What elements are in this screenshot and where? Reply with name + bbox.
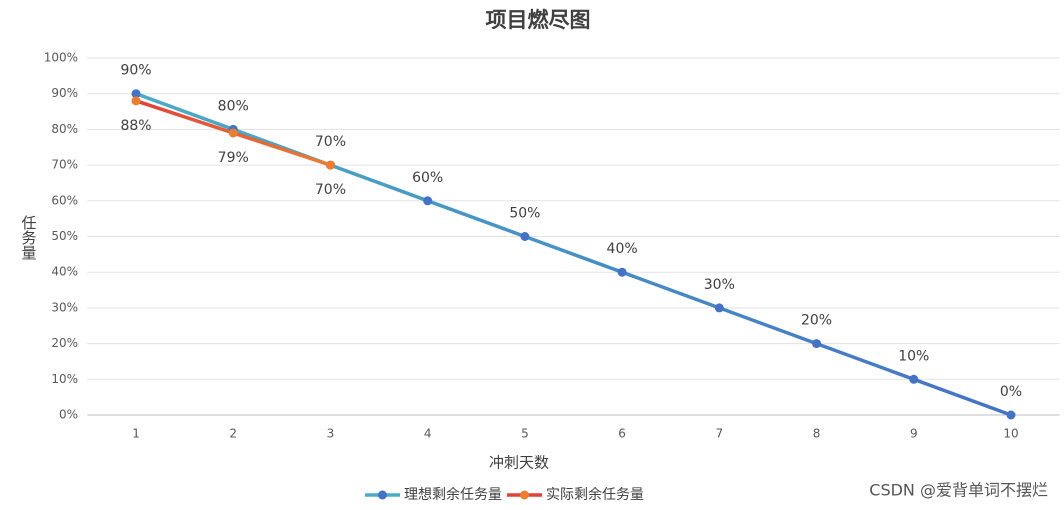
x-tick-label: 2	[229, 427, 237, 441]
legend-marker	[520, 490, 529, 500]
y-tick-label: 70%	[51, 158, 78, 172]
x-tick-label: 1	[132, 427, 140, 441]
data-label: 70%	[315, 134, 346, 150]
y-tick-label: 90%	[51, 86, 78, 100]
point	[812, 339, 822, 349]
x-tick-label: 5	[521, 427, 529, 441]
point	[1006, 410, 1016, 420]
legend-marker	[378, 490, 387, 500]
point	[617, 267, 627, 277]
x-axis-label: 冲刺天数	[489, 454, 549, 472]
data-label: 0%	[1000, 384, 1022, 400]
point	[423, 196, 433, 206]
chart-title: 项目燃尽图	[486, 8, 591, 32]
y-tick-label: 20%	[51, 336, 78, 350]
y-tick-label: 0%	[59, 408, 78, 422]
x-tick-label: 7	[716, 427, 724, 441]
legend-label: 实际剩余任务量	[546, 486, 644, 503]
y-axis-label: 任务量	[20, 215, 38, 260]
data-label: 88%	[120, 118, 151, 134]
y-tick-label: 10%	[51, 372, 78, 386]
x-tick-label: 9	[910, 427, 918, 441]
data-label: 60%	[412, 170, 443, 186]
data-label: 90%	[120, 63, 151, 79]
data-label: 10%	[898, 348, 929, 364]
x-tick-label: 4	[424, 427, 432, 441]
data-label: 80%	[218, 98, 249, 114]
x-tick-label: 3	[327, 427, 335, 441]
watermark: CSDN @爱背单词不摆烂	[869, 481, 1048, 500]
data-label: 79%	[218, 150, 249, 166]
data-label: 40%	[607, 241, 638, 257]
point	[131, 89, 141, 99]
data-label: 50%	[509, 206, 540, 222]
point	[131, 96, 141, 106]
data-label: 20%	[801, 313, 832, 329]
y-tick-label: 80%	[51, 122, 78, 136]
data-label: 30%	[704, 277, 735, 293]
y-tick-label: 40%	[51, 265, 78, 279]
y-tick-label: 60%	[51, 193, 78, 207]
y-tick-label: 50%	[51, 229, 78, 243]
y-tick-label: 100%	[44, 51, 78, 65]
legend-label: 理想剩余任务量	[404, 486, 502, 503]
x-tick-label: 10	[1003, 427, 1018, 441]
point	[714, 303, 724, 313]
x-tick-label: 6	[618, 427, 626, 441]
y-tick-label: 30%	[51, 300, 78, 314]
x-tick-label: 8	[813, 427, 821, 441]
data-label: 70%	[315, 182, 346, 198]
series-line	[135, 92, 1012, 417]
point	[909, 374, 919, 384]
point	[325, 160, 335, 170]
point	[520, 232, 530, 241]
point	[228, 128, 238, 138]
